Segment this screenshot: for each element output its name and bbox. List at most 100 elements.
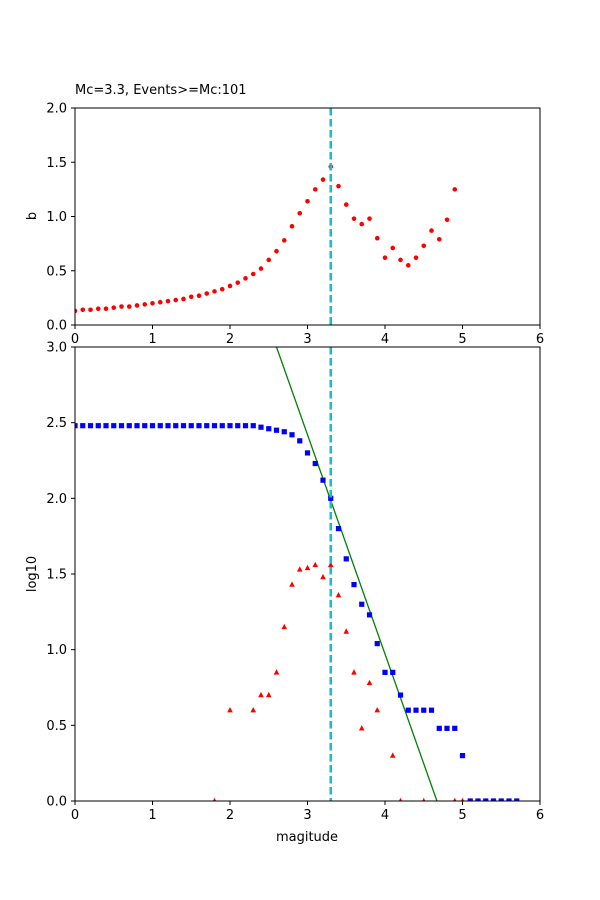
x-tick-label: 6 bbox=[536, 332, 544, 347]
data-point bbox=[103, 306, 109, 312]
y-tick-label: 0.5 bbox=[46, 719, 67, 734]
data-point bbox=[413, 255, 419, 261]
data-point bbox=[444, 725, 450, 731]
data-point bbox=[165, 298, 171, 304]
data-point bbox=[351, 669, 357, 675]
data-point bbox=[80, 307, 86, 313]
data-point bbox=[75, 308, 78, 314]
data-point bbox=[227, 423, 233, 429]
x-tick-label: 1 bbox=[148, 808, 156, 823]
data-point bbox=[359, 221, 365, 227]
data-point bbox=[111, 423, 117, 429]
data-point bbox=[297, 438, 303, 444]
data-point bbox=[219, 286, 225, 292]
x-tick-label: 3 bbox=[303, 332, 311, 347]
data-point bbox=[429, 228, 434, 233]
data-point bbox=[204, 291, 210, 296]
data-point bbox=[358, 725, 365, 731]
data-point bbox=[312, 561, 319, 568]
data-point bbox=[188, 423, 194, 429]
plot-area-frame bbox=[75, 108, 540, 325]
data-point bbox=[343, 628, 350, 634]
data-point bbox=[227, 283, 233, 289]
data-point bbox=[422, 797, 426, 801]
data-point bbox=[188, 294, 194, 300]
b-value-panel: Mc=3.3, Events>=Mc:101 0 1 2 3 4 5 6 0.0 0.5 1.0 1… bbox=[25, 83, 544, 347]
data-point bbox=[327, 561, 334, 568]
y-tick-label: 1.5 bbox=[46, 156, 67, 171]
bottom-marks bbox=[75, 347, 520, 801]
x-tick-label: 2 bbox=[226, 808, 234, 823]
data-point bbox=[173, 423, 179, 429]
data-point bbox=[453, 797, 457, 801]
data-point bbox=[250, 271, 256, 277]
data-point bbox=[397, 692, 404, 698]
plot-marks bbox=[75, 164, 458, 314]
y-axis-label: b bbox=[25, 212, 40, 220]
plot-area-border bbox=[74, 107, 541, 326]
data-point bbox=[304, 564, 311, 571]
data-point bbox=[95, 423, 101, 429]
y-tick-label: 2.0 bbox=[46, 102, 67, 117]
data-point bbox=[258, 424, 264, 430]
data-point bbox=[219, 423, 225, 429]
data-point bbox=[421, 707, 427, 713]
data-point bbox=[390, 669, 396, 675]
chart-title: Mc=3.3, Events>=Mc:101 bbox=[75, 83, 247, 98]
data-point bbox=[398, 257, 403, 263]
data-point bbox=[320, 477, 326, 483]
data-point bbox=[312, 460, 318, 467]
x-tick-label: 4 bbox=[381, 332, 389, 347]
data-point bbox=[351, 216, 357, 221]
data-point bbox=[103, 423, 109, 429]
x-tick-label: 6 bbox=[536, 808, 544, 823]
data-point bbox=[150, 301, 155, 306]
x-tick-label: 0 bbox=[71, 808, 79, 823]
data-point bbox=[180, 423, 187, 429]
x-tick-label: 5 bbox=[458, 808, 466, 823]
data-point bbox=[343, 556, 349, 562]
data-point bbox=[297, 210, 303, 216]
data-point bbox=[88, 307, 93, 313]
plot-area-frame bbox=[75, 347, 540, 801]
data-point bbox=[134, 423, 140, 429]
data-point bbox=[157, 423, 163, 429]
data-point bbox=[250, 423, 256, 429]
data-point bbox=[436, 236, 442, 242]
y-axis-label: log10 bbox=[25, 556, 40, 592]
data-point bbox=[304, 450, 311, 456]
data-point bbox=[390, 245, 396, 251]
data-point bbox=[351, 581, 357, 588]
data-point bbox=[343, 202, 349, 207]
data-point bbox=[374, 235, 380, 241]
data-point bbox=[266, 257, 272, 263]
data-point bbox=[405, 707, 411, 713]
data-point bbox=[258, 266, 264, 271]
data-point bbox=[157, 299, 163, 305]
data-point bbox=[173, 297, 179, 303]
x-tick-label: 4 bbox=[381, 808, 389, 823]
y-tick-label: 0.0 bbox=[46, 795, 67, 810]
data-point bbox=[374, 707, 381, 713]
y-tick-label: 0.5 bbox=[46, 264, 67, 279]
data-point bbox=[142, 423, 148, 429]
x-axis-label: magitude bbox=[276, 830, 338, 845]
data-point bbox=[320, 177, 326, 182]
data-point bbox=[436, 725, 442, 731]
data-point bbox=[242, 423, 249, 429]
y-tick-label: 2.5 bbox=[46, 416, 67, 431]
data-point bbox=[281, 623, 288, 630]
data-point bbox=[336, 183, 341, 189]
data-point bbox=[506, 798, 512, 801]
data-point bbox=[212, 797, 217, 801]
data-point bbox=[211, 423, 218, 429]
data-point bbox=[258, 691, 264, 698]
data-point bbox=[421, 243, 427, 249]
data-point bbox=[428, 707, 435, 713]
top-marks bbox=[75, 108, 458, 325]
data-point bbox=[212, 289, 217, 294]
data-point bbox=[111, 305, 117, 310]
data-point bbox=[181, 296, 186, 302]
data-point bbox=[142, 302, 148, 307]
